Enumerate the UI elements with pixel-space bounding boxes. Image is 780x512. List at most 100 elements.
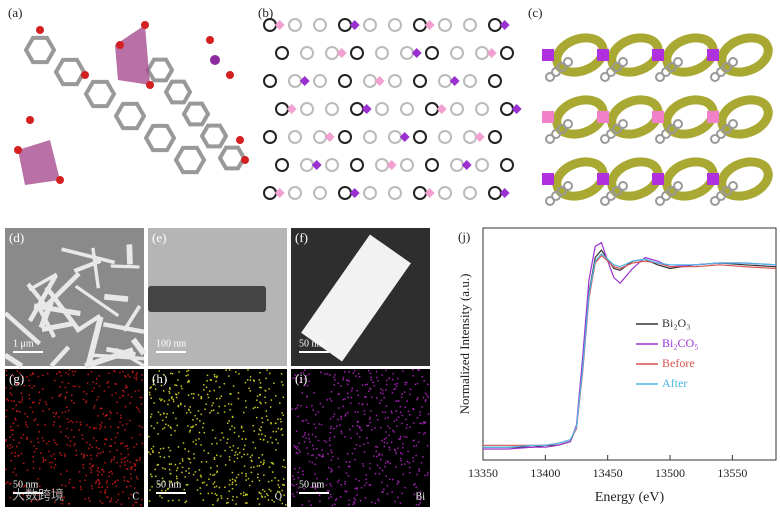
eds-dot [125, 486, 128, 488]
ring [618, 181, 628, 191]
eds-dot [203, 449, 205, 452]
eds-dot [353, 369, 356, 372]
eds-dot [329, 418, 332, 420]
node [707, 111, 719, 123]
eds-dot [356, 420, 359, 423]
eds-dot [194, 414, 196, 417]
eds-dot [274, 395, 277, 397]
eds-dot [326, 490, 329, 492]
eds-dot [220, 495, 222, 497]
eds-dot [177, 405, 180, 408]
eds-dot [238, 373, 240, 375]
eds-dot [342, 405, 344, 408]
eds-dot [365, 482, 368, 484]
eds-dot [114, 480, 117, 483]
eds-dot [364, 384, 367, 386]
eds-dot [284, 504, 287, 506]
eds-dot [313, 423, 316, 425]
eds-dot [402, 473, 405, 476]
ring [606, 67, 616, 77]
eds-dot [78, 471, 81, 473]
eds-dot [68, 482, 70, 484]
eds-dot [222, 436, 225, 439]
eds-dot [251, 460, 253, 463]
eds-dot [130, 477, 132, 480]
eds-dot [305, 437, 307, 439]
eds-dot [90, 485, 93, 487]
eds-dot [156, 422, 159, 424]
eds-dot [187, 450, 190, 453]
eds-dot [257, 497, 259, 500]
ring [425, 46, 439, 60]
eds-dot [367, 369, 370, 372]
eds-dot [344, 480, 347, 483]
eds-dot [5, 374, 8, 377]
nanorod [110, 264, 140, 269]
eds-dot [23, 485, 25, 488]
eds-dot [242, 494, 245, 497]
eds-dot [281, 502, 283, 505]
eds-dot [237, 397, 240, 400]
eds-dot [124, 445, 126, 448]
panel-label: (j) [458, 229, 470, 244]
eds-dot [61, 503, 63, 505]
eds-dot [163, 480, 165, 483]
ring [275, 46, 289, 60]
eds-dot [235, 476, 238, 479]
eds-dot [15, 383, 18, 386]
eds-dot [60, 492, 62, 495]
eds-dot [348, 380, 351, 383]
eds-dot [412, 422, 415, 424]
eds-dot [229, 409, 231, 411]
eds-dot [108, 475, 110, 478]
eds-dot [329, 493, 332, 496]
eds-dot [67, 382, 70, 385]
eds-dot [258, 428, 261, 431]
ring [716, 67, 726, 77]
eds-dot [395, 466, 397, 468]
eds-dot [318, 454, 320, 456]
eds-dot [324, 373, 326, 375]
eds-dot [133, 446, 136, 448]
eds-dot [424, 400, 427, 403]
eds-dot [322, 454, 324, 456]
eds-dot [30, 500, 32, 503]
eds-dot [56, 443, 58, 446]
eds-dot [185, 500, 188, 503]
eds-dot [250, 459, 253, 462]
eds-dot [111, 394, 113, 396]
x-tick-label: 13500 [655, 466, 685, 480]
ring [325, 46, 339, 60]
eds-dot [377, 379, 379, 382]
eds-dot [401, 492, 403, 495]
eds-dot [185, 412, 188, 414]
eds-dot [297, 477, 300, 479]
eds-dot [244, 400, 247, 402]
eds-dot [219, 455, 222, 457]
eds-dot [114, 392, 117, 394]
eds-dot [16, 445, 18, 448]
eds-dot [321, 455, 323, 458]
eds-dot [333, 413, 336, 415]
eds-dot [374, 472, 377, 475]
eds-dot [301, 420, 304, 422]
eds-dot [242, 411, 245, 414]
eds-dot [45, 442, 48, 445]
node [499, 188, 510, 198]
eds-dot [20, 392, 23, 394]
eds-dot [318, 423, 320, 425]
eds-dot [226, 422, 229, 424]
eds-dot [185, 470, 187, 472]
eds-dot [309, 441, 311, 443]
eds-dot [10, 459, 13, 462]
eds-dot [391, 491, 393, 493]
eds-dot [245, 475, 247, 477]
eds-dot [38, 402, 40, 404]
eds-dot [265, 493, 268, 495]
eds-dot [159, 495, 161, 497]
eds-dot [64, 386, 67, 389]
eds-dot [116, 432, 119, 435]
eds-dot [111, 472, 114, 475]
eds-dot [271, 442, 273, 444]
eds-dot [243, 453, 245, 456]
